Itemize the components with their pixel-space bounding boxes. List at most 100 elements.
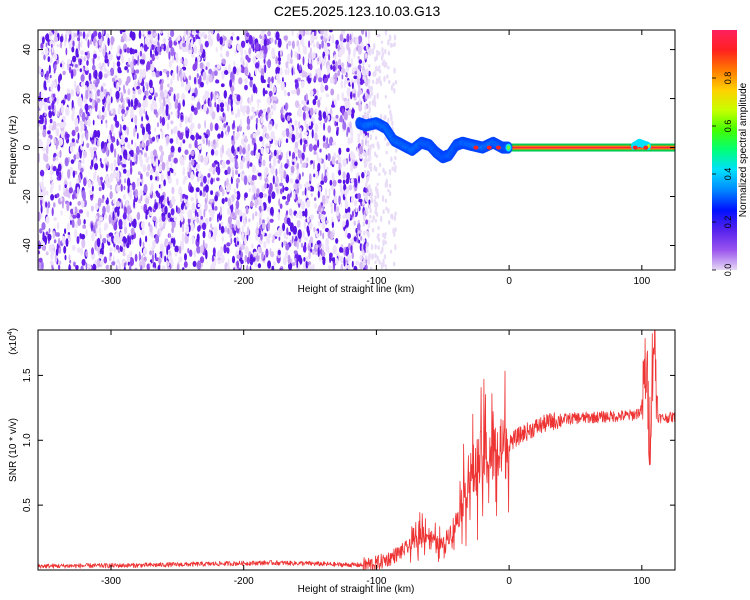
heatmap-noise-cell bbox=[77, 161, 82, 171]
heatmap-noise-cell bbox=[357, 133, 361, 138]
heatmap-noise-cell bbox=[270, 151, 273, 159]
heatmap-noise-cell bbox=[204, 217, 209, 226]
heatmap-noise-cell bbox=[227, 197, 231, 207]
heatmap-noise-cell bbox=[376, 182, 379, 186]
heatmap-noise-cell bbox=[52, 93, 56, 98]
heatmap-noise-cell bbox=[348, 184, 353, 191]
heatmap-noise-cell bbox=[48, 110, 53, 119]
heatmap-noise-cell bbox=[183, 261, 188, 268]
heatmap-noise-cell bbox=[94, 240, 97, 251]
heatmap-cells bbox=[38, 30, 398, 270]
heatmap-noise-cell bbox=[303, 143, 306, 153]
heatmap-noise-cell bbox=[280, 167, 284, 177]
heatmap-noise-cell bbox=[339, 114, 343, 123]
heatmap-noise-cell bbox=[244, 135, 248, 144]
heatmap-noise-cell bbox=[389, 42, 393, 48]
heatmap-noise-cell bbox=[236, 36, 240, 41]
heatmap-noise-cell bbox=[74, 117, 79, 127]
heatmap-noise-cell bbox=[156, 192, 161, 198]
heatmap-noise-cell bbox=[251, 94, 254, 103]
heatmap-noise-cell bbox=[123, 206, 127, 214]
heatmap-noise-cell bbox=[140, 229, 145, 236]
heatmap-noise-cell bbox=[85, 250, 88, 257]
heatmap-noise-cell bbox=[273, 157, 277, 167]
heatmap-noise-cell bbox=[342, 171, 346, 180]
heatmap-noise-cell bbox=[298, 210, 303, 220]
heatmap-noise-cell bbox=[368, 164, 372, 170]
heatmap-noise-cell bbox=[208, 38, 212, 45]
heatmap-noise-cell bbox=[239, 160, 244, 170]
heatmap-noise-cell bbox=[388, 183, 392, 189]
heatmap-noise-cell bbox=[127, 185, 130, 195]
heatmap-noise-cell bbox=[313, 226, 316, 233]
heatmap-noise-cell bbox=[344, 78, 348, 84]
heatmap-noise-cell bbox=[362, 133, 366, 139]
heatmap-noise-cell bbox=[368, 101, 372, 106]
heatmap-noise-cell bbox=[173, 217, 178, 222]
heatmap-noise-cell bbox=[110, 35, 114, 46]
heatmap-noise-cell bbox=[129, 61, 134, 69]
heatmap-noise-cell bbox=[260, 68, 265, 76]
heatmap-noise-cell bbox=[372, 215, 375, 221]
snr-x-tick-label: 100 bbox=[633, 576, 650, 587]
heatmap-noise-cell bbox=[69, 145, 74, 153]
heatmap-noise-cell bbox=[204, 40, 209, 48]
heatmap-noise-cell bbox=[141, 220, 145, 230]
heatmap-noise-cell bbox=[216, 32, 220, 42]
heatmap-noise-cell bbox=[227, 166, 231, 175]
heatmap-noise-cell bbox=[176, 178, 179, 186]
heatmap-noise-cell bbox=[381, 61, 384, 66]
heatmap-noise-cell bbox=[384, 240, 387, 245]
heatmap-noise-cell bbox=[272, 85, 277, 94]
heatmap-noise-cell bbox=[79, 68, 83, 73]
heatmap-noise-cell bbox=[133, 198, 136, 209]
heatmap-noise-cell bbox=[280, 67, 283, 77]
heatmap-noise-cell bbox=[207, 232, 211, 239]
heatmap-noise-cell bbox=[378, 259, 381, 265]
heatmap-noise-cell bbox=[134, 253, 138, 262]
heatmap-noise-cell bbox=[313, 75, 316, 82]
heatmap-noise-cell bbox=[236, 254, 241, 260]
heatmap-noise-cell bbox=[81, 66, 84, 74]
heatmap-noise-cell bbox=[346, 130, 348, 138]
heatmap-noise-cell bbox=[170, 47, 175, 57]
heatmap-noise-cell bbox=[317, 139, 320, 148]
heatmap-noise-cell bbox=[316, 240, 321, 245]
heatmap-noise-cell bbox=[356, 148, 359, 153]
heatmap-noise-cell bbox=[283, 89, 287, 97]
heatmap-noise-cell bbox=[43, 80, 47, 90]
heatmap-noise-cell bbox=[49, 118, 53, 124]
heatmap-ridge-cell bbox=[632, 145, 638, 150]
heatmap-noise-cell bbox=[103, 64, 106, 69]
heatmap-noise-cell bbox=[259, 192, 264, 199]
heatmap-noise-cell bbox=[184, 149, 189, 155]
heatmap-noise-cell bbox=[318, 157, 322, 164]
heatmap-noise-cell bbox=[267, 76, 271, 85]
heatmap-noise-cell bbox=[205, 249, 208, 260]
heatmap-y-tick-label: 0 bbox=[22, 144, 33, 150]
heatmap-noise-cell bbox=[277, 249, 281, 256]
heatmap-noise-cell bbox=[318, 110, 322, 118]
heatmap-noise-cell bbox=[91, 139, 95, 144]
heatmap-noise-cell bbox=[196, 233, 200, 243]
heatmap-noise-cell bbox=[111, 261, 116, 266]
heatmap-noise-cell bbox=[338, 156, 342, 165]
heatmap-noise-cell bbox=[100, 86, 104, 93]
heatmap-noise-cell bbox=[42, 231, 45, 242]
heatmap-noise-cell bbox=[69, 259, 72, 264]
heatmap-noise-cell bbox=[55, 248, 59, 256]
heatmap-noise-cell bbox=[368, 199, 371, 205]
heatmap-noise-cell bbox=[116, 61, 121, 67]
heatmap-noise-cell bbox=[392, 82, 395, 87]
heatmap-noise-cell bbox=[332, 244, 337, 255]
heatmap-noise-cell bbox=[107, 237, 112, 242]
heatmap-noise-cell bbox=[357, 45, 362, 55]
heatmap-noise-cell bbox=[122, 252, 126, 257]
heatmap-noise-cell bbox=[375, 212, 379, 217]
heatmap-noise-cell bbox=[198, 135, 202, 140]
heatmap-noise-cell bbox=[240, 66, 246, 74]
heatmap-noise-cell bbox=[248, 187, 251, 193]
heatmap-noise-cell bbox=[97, 55, 100, 61]
heatmap-noise-cell bbox=[187, 209, 192, 220]
heatmap-noise-cell bbox=[300, 242, 304, 248]
